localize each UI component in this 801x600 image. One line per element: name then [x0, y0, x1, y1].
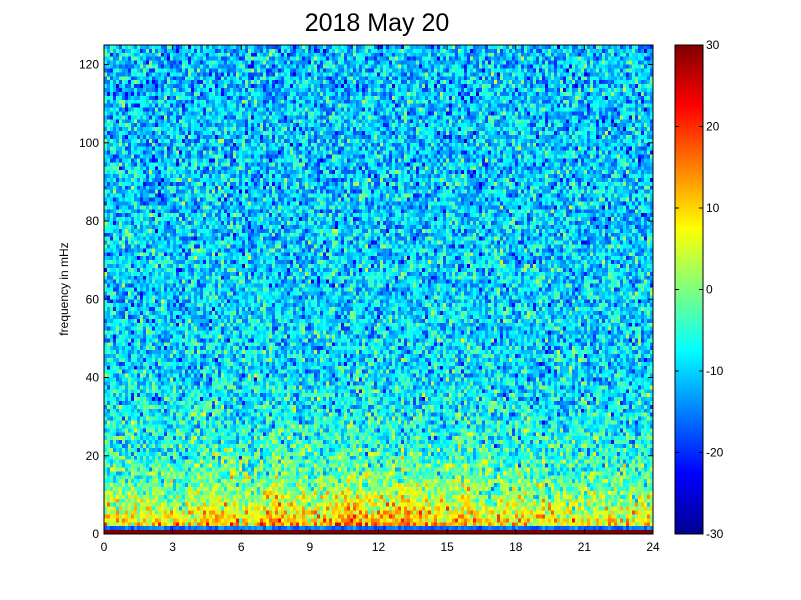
x-tick-label: 6 [238, 540, 245, 554]
colorbar [674, 44, 704, 535]
y-tick-label: 60 [86, 292, 100, 306]
y-tick-label: 0 [92, 527, 99, 541]
x-tick-label: 15 [440, 540, 454, 554]
x-tick-label: 9 [307, 540, 314, 554]
y-tick-label: 120 [79, 58, 99, 72]
colorbar-tick-label: -20 [706, 446, 724, 460]
y-axis-label: frequency in mHz [57, 242, 71, 335]
x-tick-label: 21 [578, 540, 592, 554]
y-tick-label: 20 [86, 449, 100, 463]
x-tick-label: 18 [509, 540, 523, 554]
y-tick-label: 40 [86, 371, 100, 385]
colorbar-tick-label: 30 [706, 38, 720, 52]
x-tick-label: 3 [169, 540, 176, 554]
colorbar-tick-label: 0 [706, 283, 713, 297]
colorbar-tick-label: 20 [706, 120, 720, 134]
y-tick-label: 80 [86, 214, 100, 228]
colorbar-tick-label: -10 [706, 364, 724, 378]
y-tick-label: 100 [79, 136, 99, 150]
x-tick-label: 24 [646, 540, 660, 554]
x-axis: 0 3 6 9 12 15 18 21 24 [101, 45, 660, 554]
colorbar-tick-label: -30 [706, 527, 724, 541]
chart-title: 2018 May 20 [305, 9, 450, 37]
y-axis: 0 20 40 60 80 100 120 [79, 58, 653, 541]
heatmap-cells [104, 45, 653, 534]
colorbar-tick-label: 10 [706, 201, 720, 215]
x-tick-label: 12 [372, 540, 386, 554]
heatmap-image [104, 45, 653, 534]
x-tick-label: 0 [101, 540, 108, 554]
colorbar-axis: 30 20 10 0 -10 -20 -30 [675, 38, 724, 541]
